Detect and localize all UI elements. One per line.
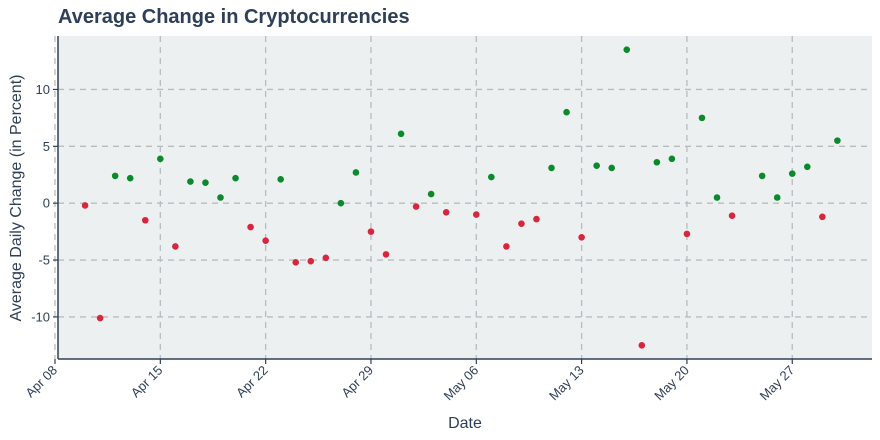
data-point [277, 176, 284, 183]
chart-title: Average Change in Cryptocurrencies [58, 6, 410, 28]
data-point [638, 342, 646, 349]
data-point [172, 243, 179, 250]
grid-lines [54, 36, 872, 359]
y-axis-ticks: -10 -5 0 5 10 [31, 82, 58, 324]
data-point [698, 114, 706, 122]
x-tick-label: May 06 [441, 363, 482, 404]
data-point [819, 213, 826, 221]
data-point [653, 158, 661, 166]
data-point [834, 137, 841, 144]
data-point [503, 243, 510, 250]
y-tick-label: 10 [36, 82, 50, 97]
data-point [608, 164, 616, 172]
data-point [533, 215, 540, 223]
data-point [262, 237, 269, 245]
data-point [758, 172, 766, 180]
data-point [728, 212, 736, 219]
data-point [217, 194, 224, 201]
data-point [187, 178, 194, 185]
data-point [202, 179, 209, 187]
data-point [548, 164, 555, 172]
x-tick-label: May 27 [757, 363, 798, 404]
x-tick-label: May 20 [651, 363, 692, 404]
x-axis-ticks: Apr 08 Apr 15 Apr 22 Apr 29 May 06 May 13 May … [22, 359, 797, 403]
data-point [427, 190, 435, 198]
data-point [412, 203, 420, 210]
data-point [141, 216, 149, 224]
x-tick-label: Apr 22 [233, 363, 271, 401]
data-point [488, 173, 495, 181]
data-point [352, 169, 360, 176]
data-point [773, 194, 781, 201]
data-point [337, 199, 345, 207]
data-point [96, 314, 104, 322]
data-point [232, 174, 239, 182]
x-tick-label: Apr 15 [128, 363, 166, 401]
y-axis-title: Average Daily Change (in Percent) [8, 75, 25, 322]
plot-area [58, 36, 872, 359]
data-points [81, 46, 841, 349]
data-point [683, 230, 691, 238]
data-point [397, 130, 405, 138]
data-point [713, 194, 721, 201]
x-tick-label: Apr 08 [22, 363, 60, 401]
data-point [292, 259, 300, 266]
data-point [472, 211, 480, 218]
y-tick-label: -10 [31, 309, 50, 324]
data-point [81, 202, 89, 209]
y-tick-label: 5 [43, 139, 50, 154]
data-point [804, 163, 811, 171]
data-point [307, 257, 315, 265]
data-point [518, 220, 525, 227]
data-point [126, 174, 134, 182]
data-point [668, 155, 676, 163]
x-axis-title: Date [448, 415, 482, 432]
y-tick-label: 0 [43, 196, 50, 211]
data-point [442, 208, 450, 216]
data-point [563, 108, 570, 116]
x-tick-label: Apr 29 [338, 363, 376, 401]
data-point [788, 170, 796, 177]
data-point [382, 251, 390, 258]
data-point [111, 172, 119, 180]
data-point [578, 234, 585, 241]
data-point [623, 46, 631, 53]
data-point [367, 228, 375, 235]
data-point [247, 223, 254, 231]
data-point [593, 162, 600, 169]
y-tick-label: -5 [38, 253, 50, 268]
x-tick-label: May 13 [546, 363, 587, 404]
data-point [157, 155, 164, 163]
data-point [322, 254, 330, 262]
